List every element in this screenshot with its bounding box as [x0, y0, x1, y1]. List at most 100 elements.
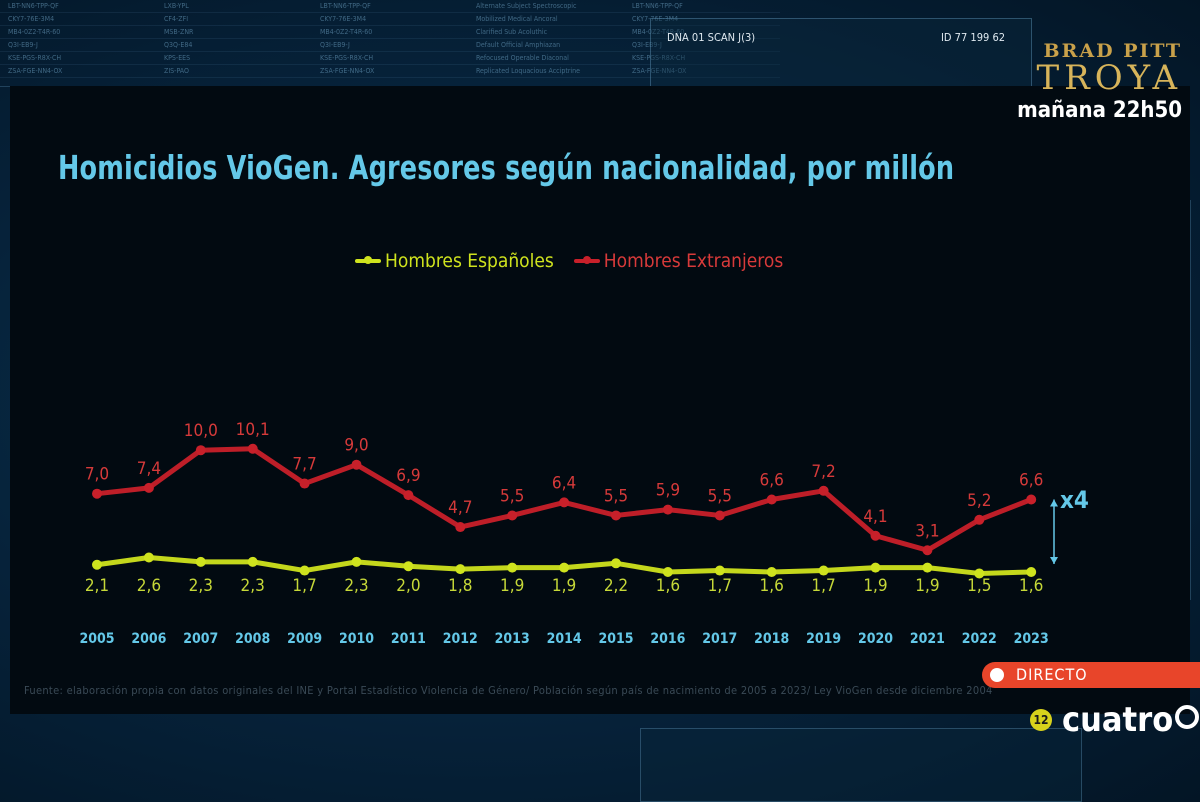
x-tick-label: 2010	[339, 631, 374, 647]
ratio-arrow-up-icon	[1050, 499, 1058, 507]
background-bottom-panel	[640, 728, 1082, 802]
x-tick-label: 2018	[754, 631, 789, 647]
live-dot-icon	[990, 668, 1004, 682]
background-table-cell: CKY7-76E-3M4	[320, 15, 367, 23]
background-table-cell: Mobilized Medical Ancoral	[476, 15, 558, 23]
background-table-cell: Replicated Loquacious Acciptrine	[476, 67, 581, 75]
data-point-spanish	[974, 568, 985, 579]
background-scan-panel: DNA 01 SCAN J(3) ID 77 199 62	[650, 18, 1032, 88]
data-point-foreign	[195, 445, 206, 456]
data-label-spanish: 1,5	[967, 576, 991, 596]
data-point-spanish	[818, 565, 829, 576]
background-table-cell: MSB-ZNR	[164, 28, 194, 36]
x-tick-label: 2011	[391, 631, 426, 647]
promo-title: TROYA	[1036, 58, 1182, 98]
data-point-spanish	[922, 562, 933, 573]
channel-logo: 12 cuatro	[1030, 700, 1200, 740]
background-table-cell: CKY7-76E-3M4	[8, 15, 55, 23]
data-label-foreign: 5,5	[708, 486, 732, 506]
id-label: ID 77 199 62	[941, 31, 1006, 44]
channel-dot-icon	[1175, 705, 1200, 729]
x-tick-label: 2005	[79, 631, 114, 647]
data-label-foreign: 9,0	[344, 436, 368, 456]
data-label-spanish: 2,3	[189, 576, 213, 596]
data-label-spanish: 2,6	[137, 576, 161, 596]
data-point-foreign	[299, 478, 310, 489]
background-table-row: LBT-NN6-TPP-QF LXB-YPL LBT-NN6-TPP-QF Alter…	[0, 0, 780, 13]
data-point-foreign	[507, 510, 518, 521]
promo-overlay: BRAD PITT TROYA mañana 22h50	[1017, 40, 1182, 123]
data-label-spanish: 1,6	[656, 576, 680, 596]
data-label-spanish: 1,8	[448, 576, 472, 596]
data-label-spanish: 2,2	[604, 576, 628, 596]
background-table-cell: Q3Q-E84	[164, 41, 193, 49]
background-table-cell: ZSA-FGE-NN4-OX	[8, 67, 63, 75]
data-label-foreign: 5,5	[604, 486, 628, 506]
background-table-cell: CKY7-76E-3M4	[632, 15, 679, 23]
background-table-cell: CF4-ZFI	[164, 15, 189, 23]
data-label-foreign: 6,6	[1019, 471, 1043, 491]
legend-swatch-foreign	[573, 256, 600, 264]
data-point-foreign	[611, 510, 621, 521]
background-table-cell: LBT-NN6-TPP-QF	[8, 2, 59, 10]
data-point-spanish	[195, 556, 206, 567]
data-point-foreign	[870, 530, 881, 541]
background-table-cell: MB4-0Z2-T4R-60	[632, 28, 685, 36]
data-label-foreign: 5,2	[967, 491, 991, 511]
legend-item-spanish: Hombres Españoles	[355, 250, 554, 272]
background-table-cell: Alternate Subject Spectroscopic	[476, 2, 577, 10]
data-point-foreign	[766, 494, 777, 505]
source-note: Fuente: elaboración propia con datos ori…	[24, 684, 993, 697]
background-table-cell: Default Official Amphiazan	[476, 41, 561, 49]
x-tick-label: 2014	[547, 631, 582, 647]
data-label-foreign: 7,2	[811, 462, 835, 482]
data-point-foreign	[455, 522, 466, 533]
data-label-spanish: 2,0	[396, 576, 420, 596]
data-label-spanish: 1,6	[1019, 576, 1043, 596]
x-tick-label: 2015	[598, 631, 633, 647]
data-label-spanish: 2,3	[344, 576, 368, 596]
legend-item-foreign: Hombres Extranjeros	[573, 250, 783, 272]
data-point-foreign	[351, 459, 362, 470]
background-table-cell: KSE-PGS-R8X-CH	[632, 54, 686, 62]
background-table-cell: Refocused Operable Diaconal	[476, 54, 569, 62]
data-point-foreign	[1026, 494, 1037, 505]
data-point-foreign	[714, 510, 725, 521]
data-label-foreign: 6,4	[552, 473, 576, 493]
x-tick-label: 2016	[650, 631, 685, 647]
ratio-annotation: x4	[1060, 486, 1089, 514]
data-point-foreign	[559, 497, 570, 508]
data-label-foreign: 7,0	[85, 465, 109, 485]
x-tick-label: 2023	[1014, 631, 1049, 647]
legend-label-spanish: Hombres Españoles	[385, 250, 554, 272]
x-tick-label: 2006	[131, 631, 166, 647]
ratio-arrow-down-icon	[1050, 557, 1058, 564]
data-point-spanish	[455, 564, 466, 575]
data-label-spanish: 2,3	[241, 576, 265, 596]
background-table-row: Q3I-EB9-J Q3Q-E84 Q3I-EB9-J Default Officia…	[0, 39, 780, 52]
chart-panel	[10, 86, 1190, 714]
data-label-foreign: 3,1	[915, 521, 939, 541]
data-label-foreign: 4,7	[448, 498, 472, 518]
background-table-cell: MB4-0Z2-T4R-60	[8, 28, 61, 36]
background-table-cell: ZSA-FGE-NN4-OX	[320, 67, 375, 75]
legend-swatch-spanish	[355, 256, 381, 264]
data-point-spanish	[92, 559, 102, 570]
promo-actor: BRAD PITT	[1043, 40, 1182, 62]
background-table-cell: KPS-EES	[164, 54, 191, 62]
background-table-cell: MB4-0Z2-T4R-60	[320, 28, 373, 36]
background-table-row: ZSA-FGE-NN4-OX ZIS-PAO ZSA-FGE-NN4-OX Repli…	[0, 65, 780, 78]
data-point-spanish	[351, 556, 362, 567]
data-point-foreign	[662, 504, 673, 515]
background-table-cell: Clarified Sub Acoluthic	[476, 28, 548, 36]
data-label-spanish: 1,9	[863, 576, 887, 596]
x-tick-label: 2013	[495, 631, 530, 647]
data-point-foreign	[92, 488, 102, 499]
data-label-spanish: 2,1	[85, 576, 109, 596]
chart-legend: Hombres Españoles Hombres Extranjeros	[355, 250, 783, 272]
data-label-spanish: 1,6	[760, 576, 784, 596]
background-table-cell: LXB-YPL	[164, 2, 189, 10]
x-tick-label: 2012	[443, 631, 478, 647]
background-table-row: KSE-PGS-R8X-CH KPS-EES KSE-PGS-R8X-CH Refoc…	[0, 52, 780, 65]
live-badge: DIRECTO	[982, 662, 1200, 688]
